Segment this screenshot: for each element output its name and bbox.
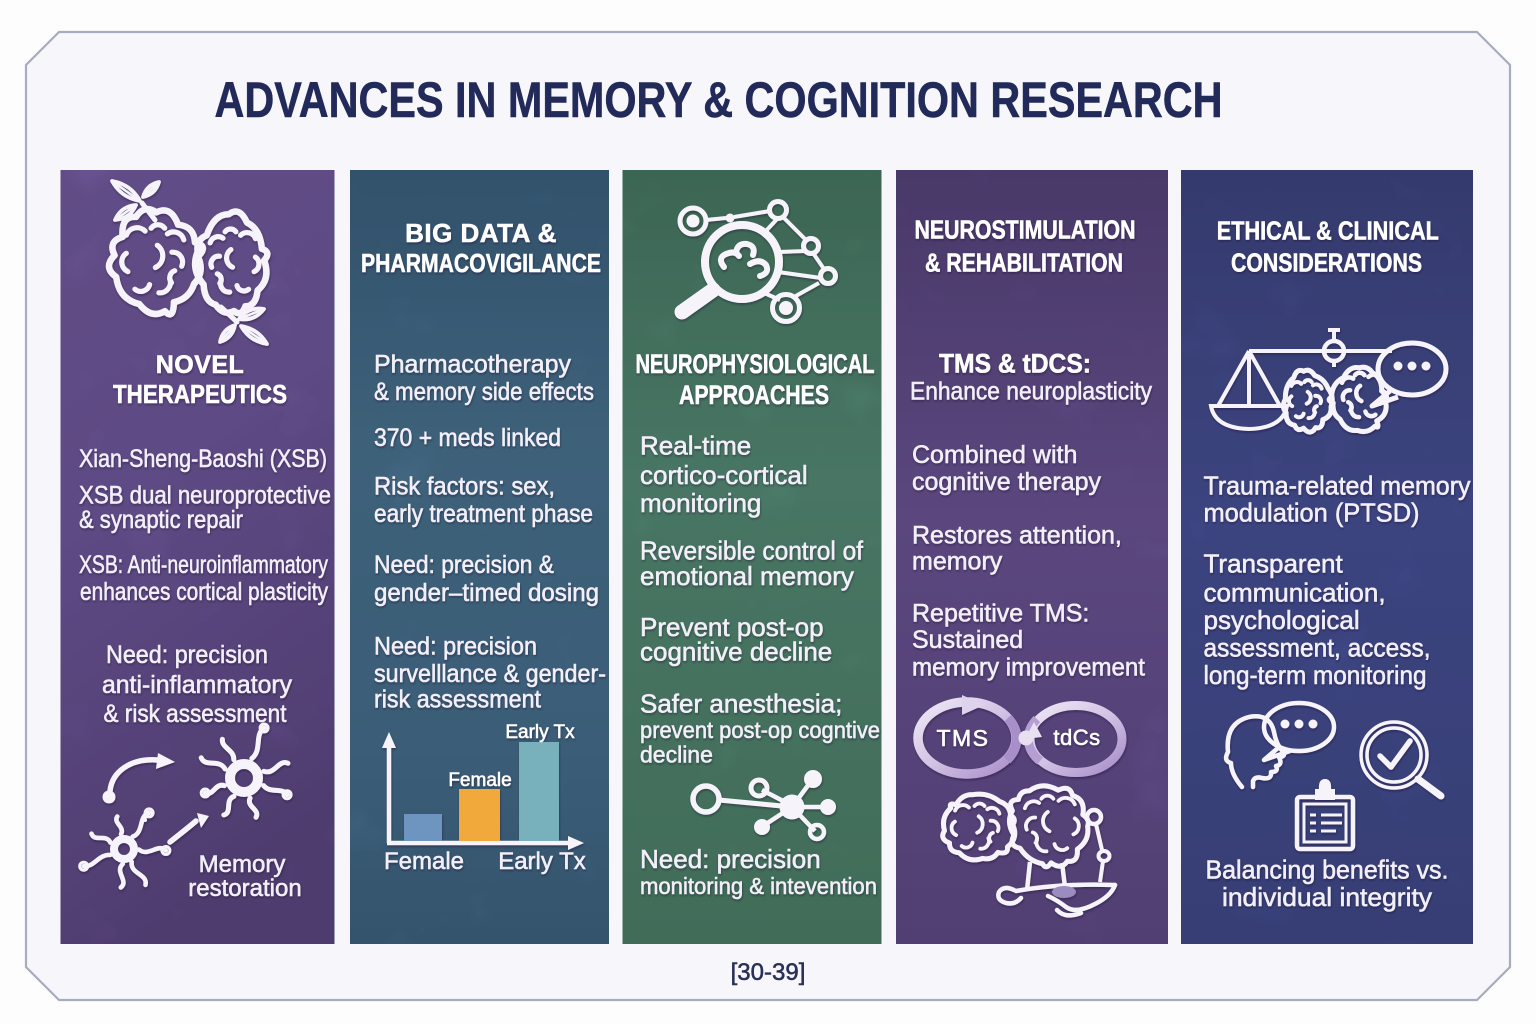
svg-text:TMS: TMS (936, 725, 989, 751)
svg-text:NEUROPHYSIOLOGICAL: NEUROPHYSIOLOGICAL (636, 349, 875, 379)
svg-text:Safer anesthesia;: Safer anesthesia; (640, 689, 842, 719)
svg-text:anti-inflammatory: anti-inflammatory (102, 671, 292, 699)
svg-text:Need: precision: Need: precision (640, 844, 821, 874)
svg-text:monitoring: monitoring (640, 488, 761, 518)
svg-text:Transparent: Transparent (1204, 549, 1344, 579)
svg-text:psychological: psychological (1204, 605, 1360, 635)
svg-text:XSB dual neuroprotective: XSB dual neuroprotective (79, 482, 331, 510)
svg-text:APPROACHES: APPROACHES (679, 380, 829, 410)
svg-text:Combined with: Combined with (912, 441, 1077, 469)
svg-text:survelllance & gender-: survelllance & gender- (374, 660, 606, 688)
svg-text:BIG DATA &: BIG DATA & (405, 218, 557, 248)
svg-text:prevent post-op cogntive: prevent post-op cogntive (640, 717, 880, 743)
svg-text:cognitive decline: cognitive decline (640, 637, 832, 667)
svg-text:gender–timed dosing: gender–timed dosing (374, 579, 599, 607)
svg-text:Enhance neuroplasticity: Enhance neuroplasticity (910, 378, 1152, 406)
svg-text:ETHICAL & CLINICAL: ETHICAL & CLINICAL (1217, 216, 1439, 246)
svg-text:Need: precision: Need: precision (374, 633, 537, 661)
svg-text:decline: decline (640, 742, 713, 768)
svg-text:cognitive therapy: cognitive therapy (912, 468, 1102, 496)
svg-text:memory: memory (912, 548, 1003, 576)
svg-text:ADVANCES IN MEMORY & COGNITION: ADVANCES IN MEMORY & COGNITION RESEARCH (215, 72, 1223, 128)
svg-text:Repetitive TMS:: Repetitive TMS: (912, 600, 1089, 628)
svg-text:Early Tx: Early Tx (505, 722, 575, 743)
svg-text:monitoring & intevention: monitoring & intevention (640, 873, 877, 899)
svg-text:Balancing benefits vs.: Balancing benefits vs. (1206, 855, 1449, 885)
svg-text:& REHABILITATION: & REHABILITATION (925, 248, 1123, 278)
svg-text:communication,: communication, (1204, 578, 1386, 608)
svg-text:long-term monitoring: long-term monitoring (1204, 660, 1427, 690)
svg-text:Pharmacotherapy: Pharmacotherapy (374, 351, 571, 379)
svg-text:& synaptic repair: & synaptic repair (79, 506, 243, 534)
svg-text:individual integrity: individual integrity (1222, 882, 1432, 912)
svg-text:Need: precision: Need: precision (106, 641, 268, 669)
svg-text:Xian-Sheng-Baoshi (XSB): Xian-Sheng-Baoshi (XSB) (79, 445, 327, 473)
svg-text:Prevent post-op: Prevent post-op (640, 612, 824, 642)
svg-text:Need: precision &: Need: precision & (374, 551, 554, 579)
svg-text:cortico-cortical: cortico-cortical (640, 460, 808, 490)
svg-text:tdCs: tdCs (1053, 725, 1100, 750)
svg-text:NEUROSTIMULATION: NEUROSTIMULATION (915, 215, 1136, 245)
svg-text:assessment, access,: assessment, access, (1204, 633, 1431, 663)
svg-text:Risk factors: sex,: Risk factors: sex, (374, 473, 555, 501)
svg-text:Real-time: Real-time (640, 431, 751, 461)
svg-text:& risk assessment: & risk assessment (104, 700, 287, 728)
svg-text:[30-39]: [30-39] (731, 959, 806, 986)
svg-text:PHARMACOVIGILANCE: PHARMACOVIGILANCE (361, 248, 601, 278)
svg-text:emotional memory: emotional memory (640, 561, 854, 591)
svg-text:THERAPEUTICS: THERAPEUTICS (113, 379, 287, 409)
svg-text:Early Tx: Early Tx (498, 848, 586, 875)
svg-text:Female: Female (384, 848, 464, 875)
svg-text:CONSIDERATIONS: CONSIDERATIONS (1231, 248, 1422, 278)
svg-text:& memory side effects: & memory side effects (374, 378, 594, 406)
svg-text:XSB: Anti-neuroinflammatory: XSB: Anti-neuroinflammatory (79, 551, 328, 579)
svg-text:NOVEL: NOVEL (156, 351, 245, 379)
svg-text:enhances cortical plasticity: enhances cortical plasticity (80, 578, 328, 606)
svg-text:Restores attention,: Restores attention, (912, 522, 1122, 550)
svg-text:risk assessment: risk assessment (374, 686, 541, 714)
svg-text:Trauma-related memory: Trauma-related memory (1204, 471, 1471, 501)
svg-text:restoration: restoration (188, 875, 301, 902)
svg-text:Sustained: Sustained (912, 626, 1023, 654)
svg-text:TMS & tDCS:: TMS & tDCS: (939, 349, 1091, 379)
svg-text:memory improvement: memory improvement (912, 654, 1145, 682)
svg-text:370 + meds linked: 370 + meds linked (374, 424, 561, 452)
svg-text:Reversible control of: Reversible control of (640, 536, 864, 566)
svg-text:modulation (PTSD): modulation (PTSD) (1204, 498, 1420, 528)
svg-text:early treatment phase: early treatment phase (374, 500, 593, 528)
svg-text:Memory: Memory (199, 851, 286, 878)
svg-text:Female: Female (448, 770, 511, 791)
